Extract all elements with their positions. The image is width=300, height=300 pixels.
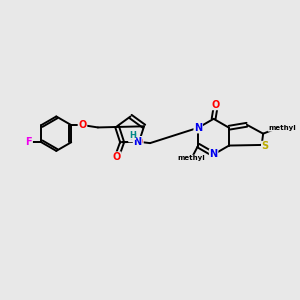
Text: H: H bbox=[134, 137, 141, 146]
Text: N: N bbox=[194, 123, 202, 133]
Text: O: O bbox=[113, 152, 121, 162]
Text: O: O bbox=[212, 100, 220, 110]
Text: methyl: methyl bbox=[178, 155, 206, 161]
Text: N: N bbox=[209, 149, 218, 160]
Text: N: N bbox=[134, 136, 142, 147]
Text: O: O bbox=[135, 137, 143, 147]
Text: O: O bbox=[78, 120, 87, 130]
Text: H: H bbox=[129, 133, 136, 142]
Text: H: H bbox=[129, 130, 136, 140]
Text: S: S bbox=[262, 141, 269, 152]
Text: methyl: methyl bbox=[268, 125, 296, 131]
Text: F: F bbox=[26, 137, 32, 147]
